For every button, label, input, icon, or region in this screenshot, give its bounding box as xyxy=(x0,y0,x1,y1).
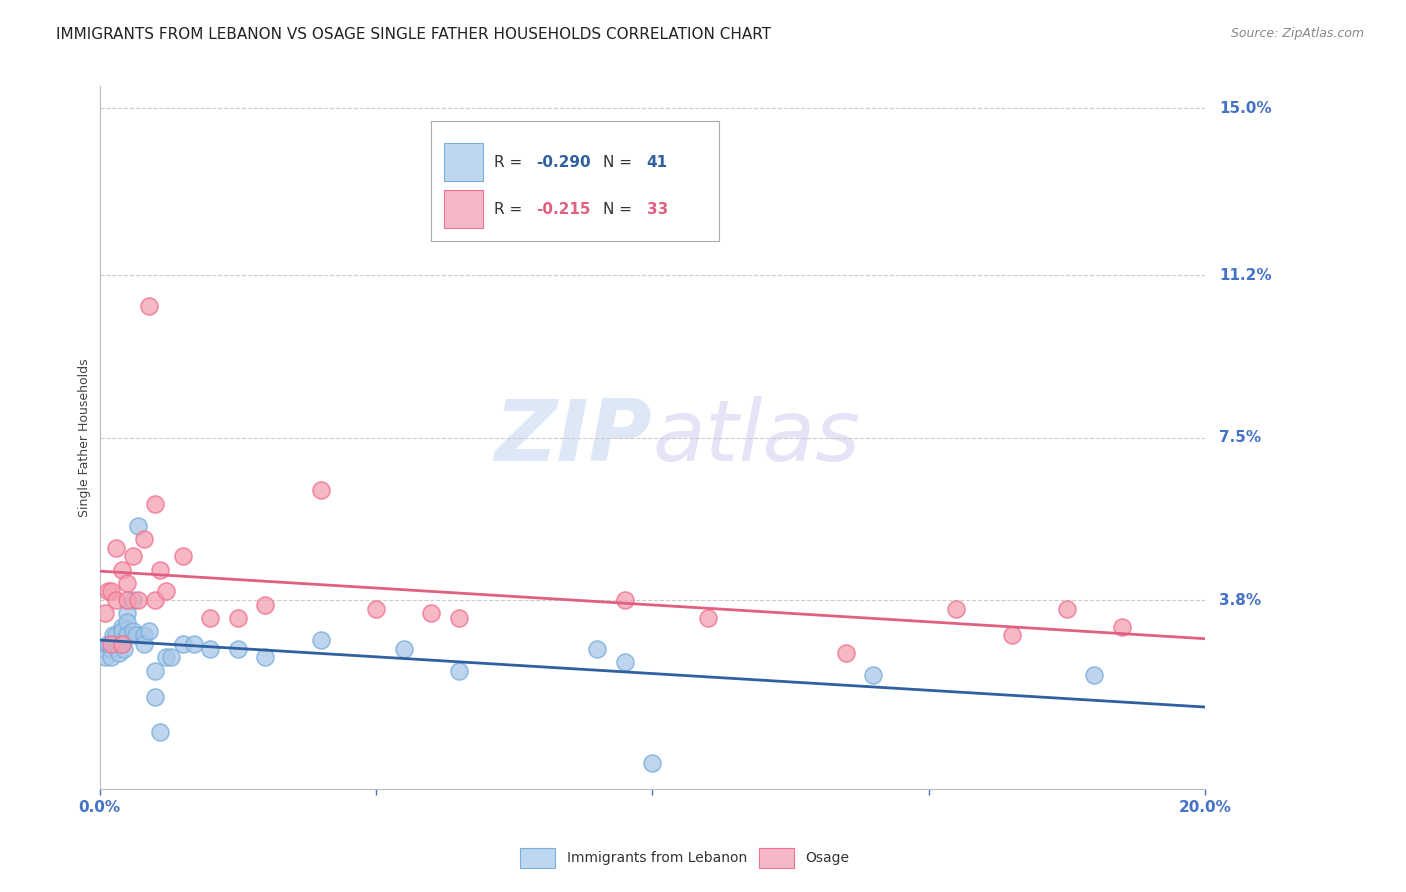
Point xyxy=(226,611,249,625)
Point xyxy=(420,607,443,621)
Point xyxy=(392,641,415,656)
Point xyxy=(115,628,138,642)
Point xyxy=(111,562,134,576)
Point xyxy=(115,593,138,607)
Point xyxy=(447,611,470,625)
Point xyxy=(121,624,143,638)
Point xyxy=(94,650,117,665)
Point xyxy=(105,637,128,651)
Point xyxy=(447,664,470,678)
Point xyxy=(132,628,155,642)
Text: R =: R = xyxy=(495,154,527,169)
Point xyxy=(155,650,177,665)
Point xyxy=(254,598,277,612)
Point xyxy=(114,641,136,656)
Point xyxy=(105,593,128,607)
Point xyxy=(127,518,149,533)
Point xyxy=(121,593,143,607)
Point xyxy=(108,646,131,660)
Point xyxy=(121,549,143,564)
Point xyxy=(111,619,134,633)
Point xyxy=(143,497,166,511)
Point xyxy=(149,725,172,739)
Text: 11.2%: 11.2% xyxy=(1219,268,1271,283)
FancyBboxPatch shape xyxy=(432,121,718,241)
Point xyxy=(183,637,205,651)
Point xyxy=(105,541,128,555)
Point xyxy=(1111,619,1133,633)
Point xyxy=(160,650,183,665)
Point xyxy=(172,637,194,651)
Point xyxy=(100,641,122,656)
FancyBboxPatch shape xyxy=(444,190,484,228)
Point xyxy=(862,668,884,682)
Text: R =: R = xyxy=(495,202,527,217)
Point xyxy=(127,593,149,607)
Point xyxy=(97,637,120,651)
Point xyxy=(100,637,122,651)
Point xyxy=(111,624,134,638)
Point xyxy=(115,607,138,621)
Point xyxy=(586,641,609,656)
Point xyxy=(115,615,138,630)
Point xyxy=(94,607,117,621)
Y-axis label: Single Father Households: Single Father Households xyxy=(79,359,91,517)
Text: atlas: atlas xyxy=(652,396,860,479)
Point xyxy=(1000,628,1022,642)
Point xyxy=(155,584,177,599)
Point xyxy=(111,637,134,651)
Point xyxy=(696,611,718,625)
Point xyxy=(945,602,967,616)
Point xyxy=(226,641,249,656)
Point xyxy=(149,562,172,576)
Point xyxy=(835,646,858,660)
Text: Source: ZipAtlas.com: Source: ZipAtlas.com xyxy=(1230,27,1364,40)
Point xyxy=(641,756,664,770)
Text: IMMIGRANTS FROM LEBANON VS OSAGE SINGLE FATHER HOUSEHOLDS CORRELATION CHART: IMMIGRANTS FROM LEBANON VS OSAGE SINGLE … xyxy=(56,27,772,42)
Point xyxy=(111,637,134,651)
Text: 7.5%: 7.5% xyxy=(1219,430,1261,445)
Point xyxy=(138,299,160,313)
Point xyxy=(143,690,166,704)
Point xyxy=(103,628,125,642)
Point xyxy=(1056,602,1078,616)
Point xyxy=(1083,668,1105,682)
Text: -0.215: -0.215 xyxy=(536,202,591,217)
Point xyxy=(364,602,387,616)
Text: N =: N = xyxy=(603,202,637,217)
Point xyxy=(115,575,138,590)
Point xyxy=(132,532,155,546)
Point xyxy=(613,593,636,607)
Point xyxy=(132,637,155,651)
Text: 33: 33 xyxy=(647,202,668,217)
Text: ZIP: ZIP xyxy=(495,396,652,479)
Point xyxy=(143,664,166,678)
Text: -0.290: -0.290 xyxy=(536,154,591,169)
Text: 3.8%: 3.8% xyxy=(1219,593,1261,607)
Text: 41: 41 xyxy=(647,154,668,169)
Text: Osage: Osage xyxy=(806,851,849,865)
Point xyxy=(198,641,221,656)
Point xyxy=(93,641,115,656)
FancyBboxPatch shape xyxy=(444,143,484,181)
Point xyxy=(198,611,221,625)
Text: 15.0%: 15.0% xyxy=(1219,101,1271,116)
Point xyxy=(100,584,122,599)
Point xyxy=(309,632,332,647)
Point xyxy=(143,593,166,607)
Point xyxy=(172,549,194,564)
Point xyxy=(105,628,128,642)
Text: Immigrants from Lebanon: Immigrants from Lebanon xyxy=(567,851,747,865)
Point xyxy=(309,483,332,498)
Point xyxy=(613,655,636,669)
Point xyxy=(124,628,146,642)
Point xyxy=(97,584,120,599)
Point xyxy=(254,650,277,665)
Text: N =: N = xyxy=(603,154,637,169)
Point xyxy=(138,624,160,638)
Point xyxy=(100,650,122,665)
